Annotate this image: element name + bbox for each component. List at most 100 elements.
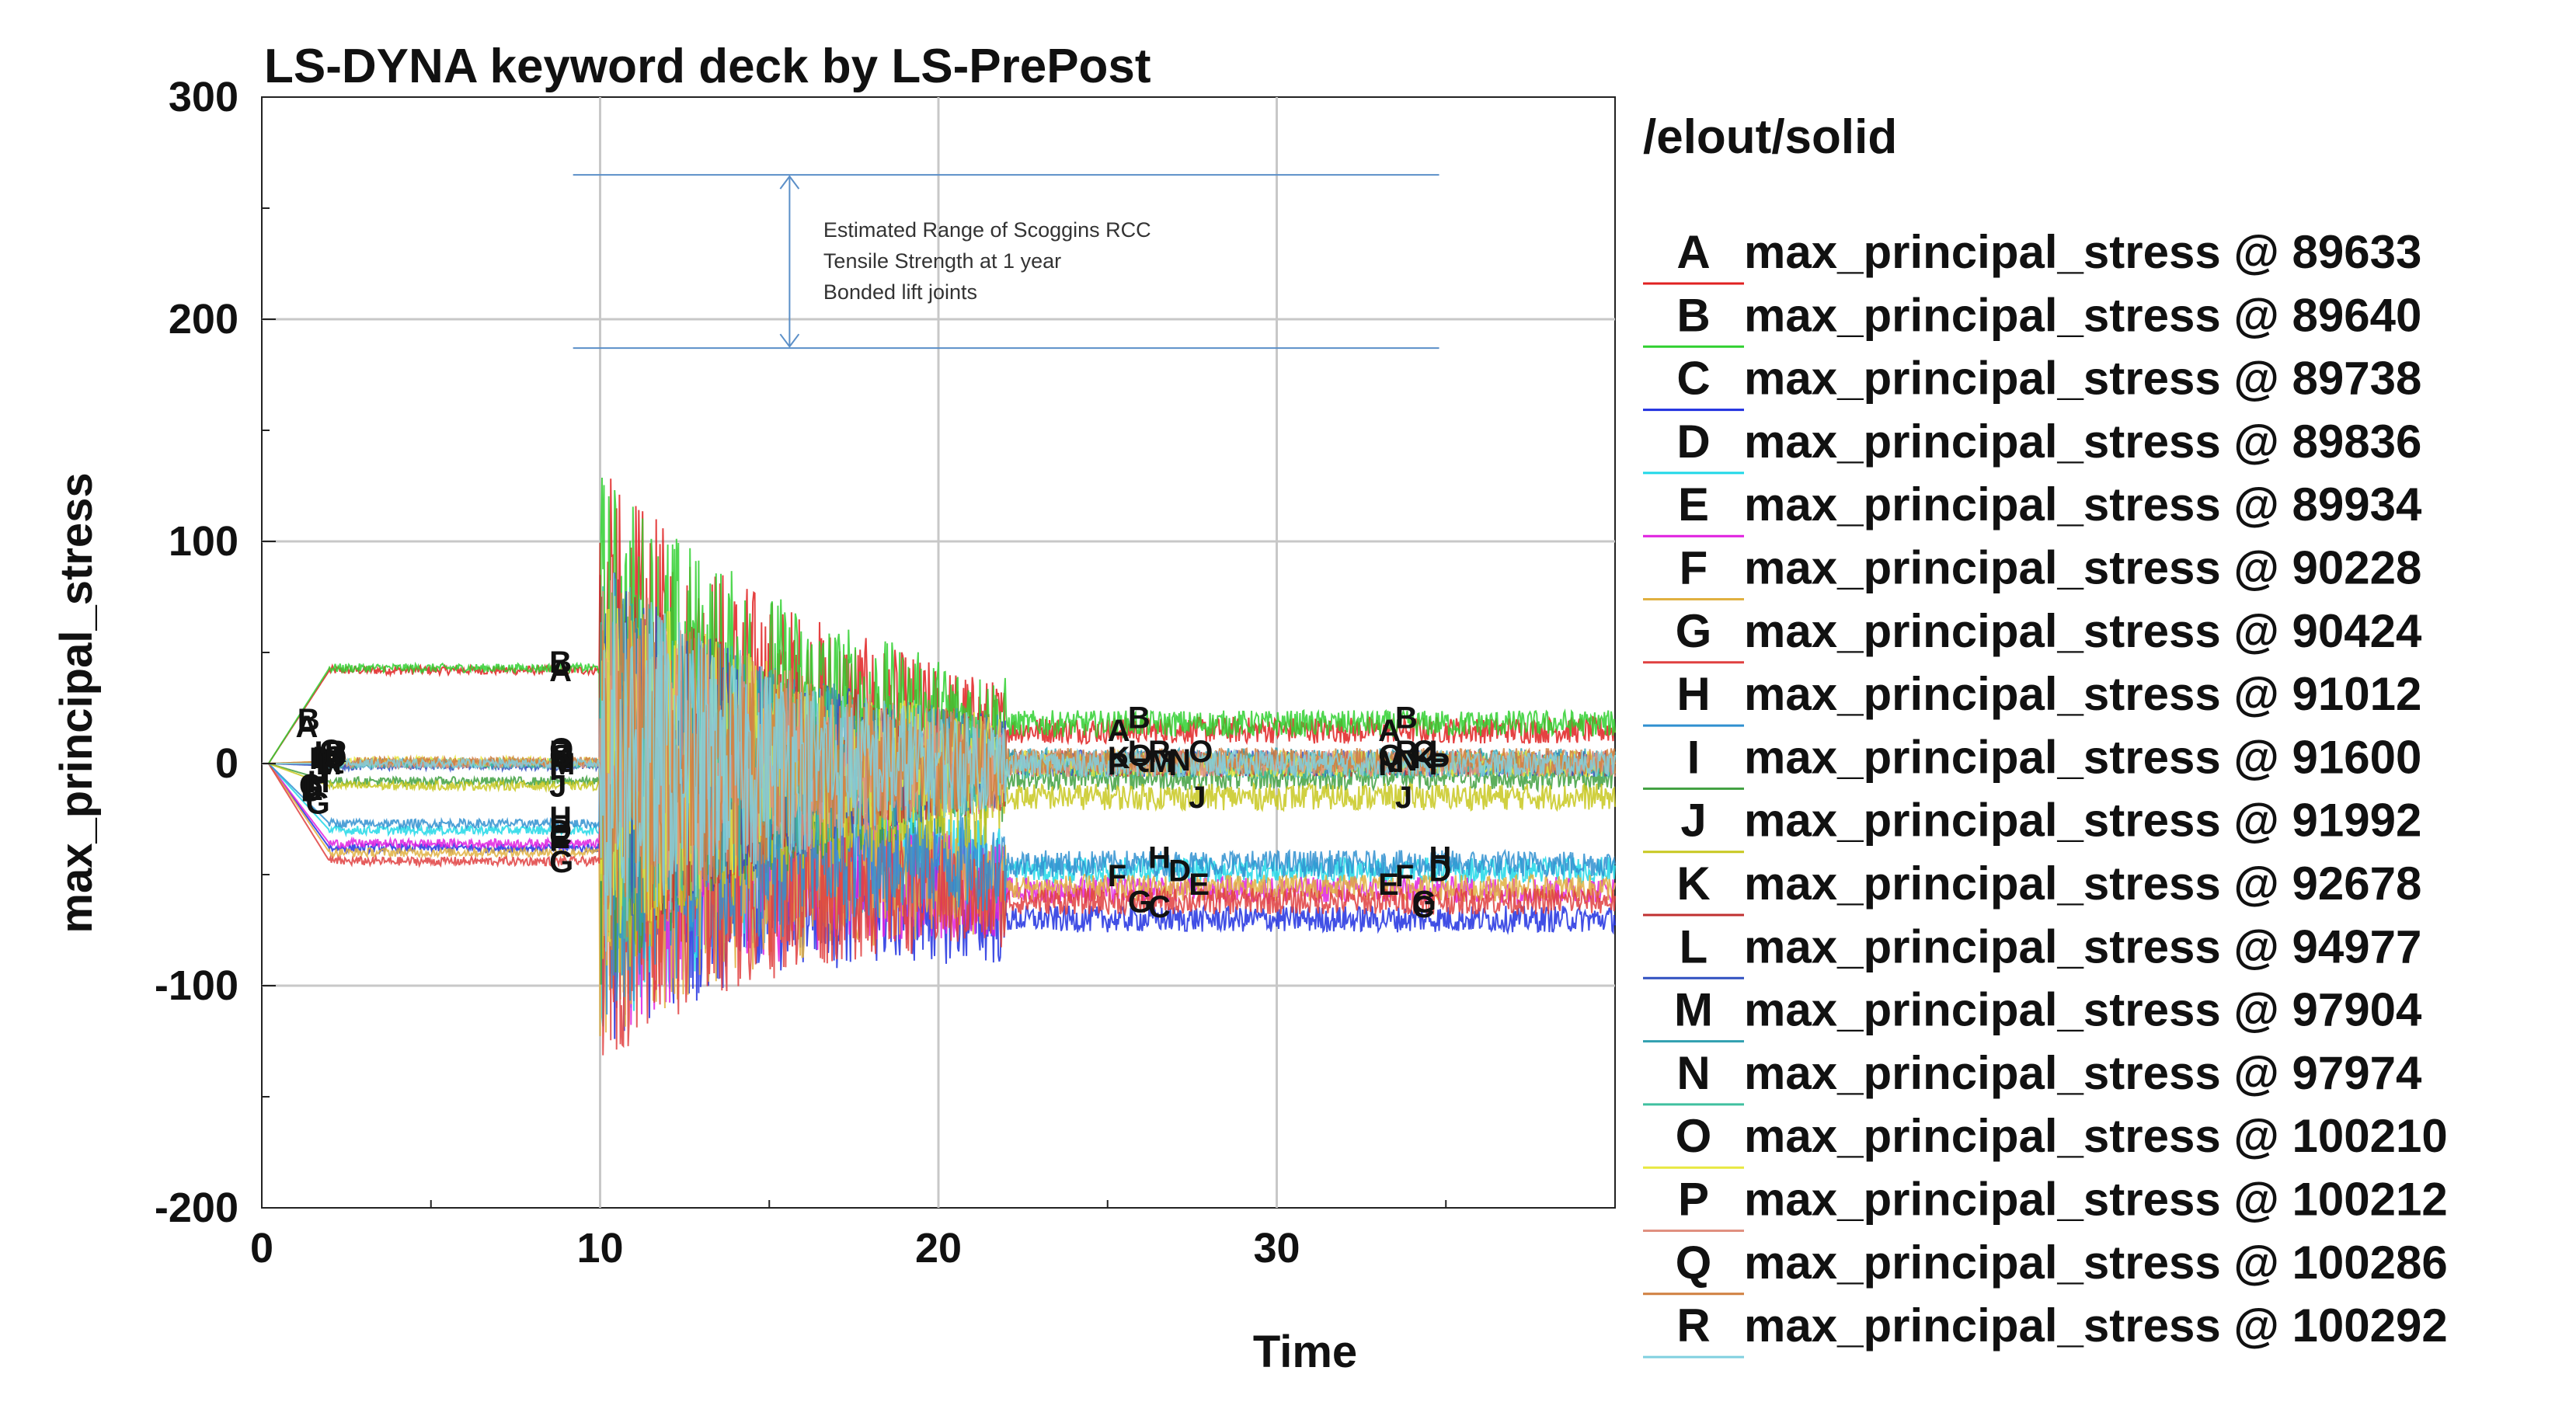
curve-label-O: O: [1189, 735, 1213, 769]
legend-entry-K: max_principal_stress @ 92678: [1744, 858, 2421, 910]
curve-label-Q: Q: [549, 739, 573, 773]
curve-label-D: D: [1168, 854, 1191, 888]
y-tick-label: 300: [169, 74, 238, 120]
legend-entry-N: max_principal_stress @ 97974: [1744, 1047, 2422, 1099]
curve-label-J: J: [1395, 781, 1412, 815]
curve-label-L: L: [549, 737, 568, 771]
legend-key-J: J: [1680, 795, 1706, 847]
x-tick-label: 20: [915, 1225, 962, 1272]
curve-label-A: A: [549, 654, 572, 688]
curve-label-M: M: [549, 747, 575, 781]
curve-label-H: H: [1148, 841, 1171, 875]
curve-label-L: L: [1128, 735, 1147, 769]
curve-label-R: R: [1395, 735, 1418, 769]
curve-label-D: D: [549, 814, 572, 848]
legend-entry-F: max_principal_stress @ 90228: [1744, 542, 2421, 594]
y-axis-label: max_principal_stress: [51, 472, 102, 933]
curve-label-B: B: [1128, 701, 1150, 736]
legend-key-A: A: [1676, 226, 1710, 278]
curve-label-O: O: [1412, 735, 1436, 769]
curve-label-I: I: [1168, 748, 1177, 782]
legend-entry-P: max_principal_stress @ 100212: [1744, 1174, 2448, 1226]
curve-label-N: N: [1168, 743, 1191, 778]
y-tick-label: -200: [155, 1185, 238, 1231]
legend-entry-Q: max_principal_stress @ 100286: [1744, 1237, 2448, 1289]
annotation-text-line-1: Estimated Range of Scoggins RCC: [823, 218, 1151, 242]
curve-label-C: C: [299, 768, 322, 802]
annotation: Estimated Range of Scoggins RCC Tensile …: [573, 174, 1439, 350]
curve-label-E: E: [302, 773, 323, 807]
curve-label-F: F: [549, 823, 568, 858]
curve-label-P: P: [1429, 747, 1450, 781]
legend-key-O: O: [1676, 1110, 1712, 1162]
curve-label-N: N: [1395, 743, 1418, 778]
curve-label-F: F: [1108, 859, 1126, 893]
legend-key-I: I: [1687, 731, 1701, 783]
legend-key-Q: Q: [1676, 1237, 1712, 1289]
legend-entry-C: max_principal_stress @ 89738: [1744, 353, 2421, 405]
curve-label-K: K: [1412, 741, 1435, 775]
curve-label-M: M: [316, 747, 342, 781]
x-tick-label: 10: [576, 1225, 623, 1272]
curve-label-A: A: [1108, 714, 1130, 748]
legend-entry-O: max_principal_stress @ 100210: [1744, 1110, 2448, 1162]
series-lines: [262, 477, 1616, 1056]
curve-label-I: I: [549, 753, 558, 787]
legend-entry-B: max_principal_stress @ 89640: [1744, 289, 2421, 341]
curve-label-O: O: [549, 732, 573, 767]
x-tick-label: 0: [250, 1225, 273, 1272]
y-tick-label: 100: [169, 518, 238, 565]
legend-key-B: B: [1676, 289, 1710, 341]
curve-label-D: D: [1429, 854, 1451, 888]
legend-entry-E: max_principal_stress @ 89934: [1744, 478, 2422, 531]
curve-label-O: O: [319, 734, 343, 768]
legend-entry-G: max_principal_stress @ 90424: [1744, 605, 2422, 657]
curve-label-A: A: [1378, 714, 1401, 748]
legend-key-D: D: [1676, 416, 1710, 468]
curve-label-D: D: [301, 774, 323, 808]
curve-label-B: B: [1395, 701, 1418, 736]
x-axis-label: Time: [1253, 1327, 1357, 1377]
curve-label-N: N: [318, 741, 340, 775]
curve-label-Q: Q: [1378, 739, 1402, 773]
legend-key-F: F: [1680, 542, 1708, 594]
curve-label-R: R: [325, 735, 347, 769]
legend-key-N: N: [1676, 1047, 1710, 1099]
curve-label-M: M: [1148, 745, 1174, 779]
annotation-text-line-2: Tensile Strength at 1 year: [823, 249, 1061, 273]
curve-label-B: B: [549, 645, 572, 680]
series-line-R: [262, 572, 1616, 952]
curve-label-C: C: [1412, 890, 1435, 924]
legend-key-R: R: [1676, 1299, 1710, 1352]
curve-label-J: J: [549, 770, 566, 804]
curve-label-A: A: [296, 710, 319, 744]
curve-label-E: E: [1378, 868, 1399, 902]
curve-label-Q: Q: [322, 740, 346, 774]
curve-label-I: I: [1378, 748, 1387, 782]
curve-label-R: R: [1148, 735, 1171, 769]
x-tick-label: 30: [1253, 1225, 1300, 1272]
curve-label-C: C: [1148, 890, 1171, 924]
curve-label-G: G: [306, 786, 330, 820]
curve-label-E: E: [549, 821, 570, 855]
curve-label-R: R: [549, 735, 572, 769]
curve-label-J: J: [311, 756, 328, 790]
legend-key-M: M: [1674, 984, 1713, 1036]
curve-label-P: P: [1108, 747, 1129, 781]
curve-label-P: P: [321, 747, 342, 781]
curve-label-G: G: [549, 845, 573, 879]
legend-key-L: L: [1680, 920, 1708, 972]
curve-label-J: J: [1189, 781, 1206, 815]
curve-label-B: B: [298, 703, 320, 737]
legend-entry-I: max_principal_stress @ 91600: [1744, 731, 2421, 783]
curve-label-N: N: [549, 741, 572, 775]
legend-key-E: E: [1678, 478, 1709, 531]
curve-label-H: H: [308, 765, 330, 799]
legend-key-C: C: [1676, 353, 1710, 405]
curve-label-K: K: [312, 741, 335, 775]
curve-label-L: L: [1429, 735, 1447, 769]
y-tick-label: -100: [155, 962, 238, 1009]
